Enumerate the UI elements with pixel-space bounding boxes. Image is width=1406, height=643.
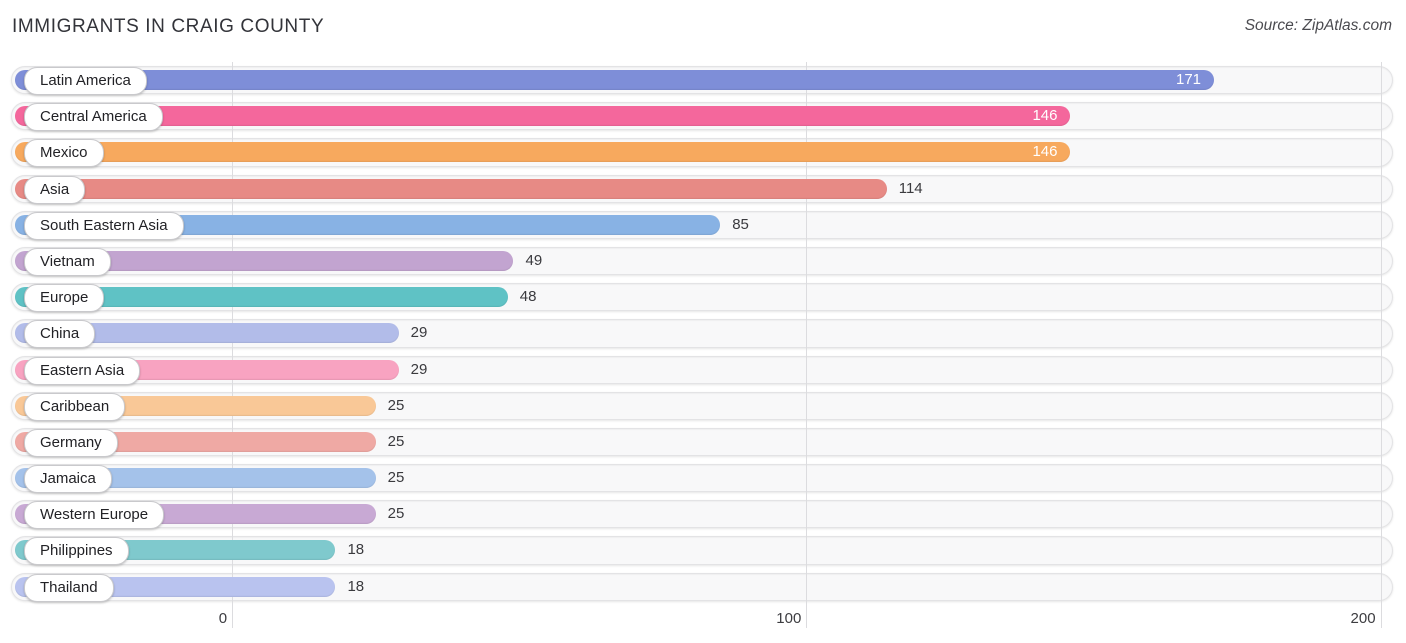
- bar-row: 146 Mexico: [11, 134, 1393, 170]
- bar: [15, 287, 508, 308]
- bar-value-label: 25: [387, 432, 405, 450]
- bar-row: 25 Caribbean: [11, 388, 1393, 424]
- bar-value-label: 146: [1032, 107, 1058, 125]
- bar: [15, 323, 399, 344]
- bar: 146: [15, 142, 1071, 163]
- bar-value-label: 48: [519, 288, 537, 306]
- x-axis-tick-label: 0: [218, 610, 228, 627]
- category-label-pill: Western Europe: [24, 501, 165, 530]
- bar-value-label: 29: [410, 360, 428, 378]
- bar-row: 48 Europe: [11, 279, 1393, 315]
- bar: [15, 214, 721, 235]
- category-label-pill: Eastern Asia: [24, 356, 141, 385]
- category-label-pill: Caribbean: [24, 392, 126, 421]
- bar-value-label: 25: [387, 505, 405, 523]
- bar-value-label: 85: [732, 215, 749, 233]
- bar: 146: [15, 106, 1071, 127]
- bar-row: 29 Eastern Asia: [11, 352, 1393, 388]
- bar-row: 114 Asia: [11, 171, 1393, 207]
- bar-value-label: 25: [387, 396, 405, 414]
- category-label-pill: Vietnam: [24, 247, 111, 276]
- bar-row: 25 Germany: [11, 424, 1393, 460]
- bar-value-label: 146: [1032, 143, 1058, 161]
- category-label-pill: Mexico: [24, 139, 104, 168]
- bar-value-label: 49: [525, 251, 543, 269]
- category-label-pill: Europe: [24, 284, 105, 313]
- category-label-pill: Jamaica: [24, 465, 112, 494]
- x-axis-tick-label: 100: [776, 610, 802, 627]
- bar-row: 85 South Eastern Asia: [11, 207, 1393, 243]
- x-axis-tick-label: 200: [1350, 610, 1376, 627]
- category-label-pill: South Eastern Asia: [24, 211, 184, 240]
- category-label-pill: Philippines: [24, 537, 129, 566]
- bar-row: 25 Jamaica: [11, 460, 1393, 496]
- category-label-pill: Thailand: [24, 573, 114, 602]
- x-axis: 0 100 200: [11, 607, 1393, 631]
- bar-row: 146 Central America: [11, 98, 1393, 134]
- bar-row: 18 Philippines: [11, 532, 1393, 568]
- bar-row: 25 Western Europe: [11, 496, 1393, 532]
- bar-value-label: 171: [1176, 71, 1202, 88]
- bar-value-label: 29: [410, 324, 428, 342]
- bar-row: 18 Thailand: [11, 569, 1393, 605]
- bar: [15, 250, 514, 271]
- category-label-pill: Asia: [24, 175, 86, 204]
- chart-header: IMMIGRANTS IN CRAIG COUNTY Source: ZipAt…: [0, 0, 1406, 56]
- category-label-pill: China: [24, 320, 96, 349]
- source-attribution: Source: ZipAtlas.com: [1244, 17, 1392, 34]
- bar-row: 29 China: [11, 315, 1393, 351]
- gridline: [806, 62, 808, 628]
- bar-rows: 171 Latin America 146 Central America 146 Mex…: [11, 62, 1393, 605]
- bar-value-label: 25: [387, 469, 405, 487]
- bar-value-label: 114: [898, 179, 923, 197]
- gridline: [232, 62, 234, 628]
- category-label-pill: Central America: [24, 103, 163, 132]
- category-label-pill: Latin America: [24, 67, 147, 95]
- category-label-pill: Germany: [24, 428, 118, 457]
- bar-row: 49 Vietnam: [11, 243, 1393, 279]
- chart-title: IMMIGRANTS IN CRAIG COUNTY: [12, 16, 325, 37]
- bar-value-label: 18: [347, 577, 365, 595]
- bar: [15, 178, 887, 199]
- bar: 171: [15, 70, 1215, 90]
- bar-chart: 171 Latin America 146 Central America 146 Mex…: [11, 62, 1393, 630]
- bar-value-label: 18: [347, 541, 365, 559]
- bar-row: 171 Latin America: [11, 62, 1393, 98]
- gridline: [1380, 62, 1382, 628]
